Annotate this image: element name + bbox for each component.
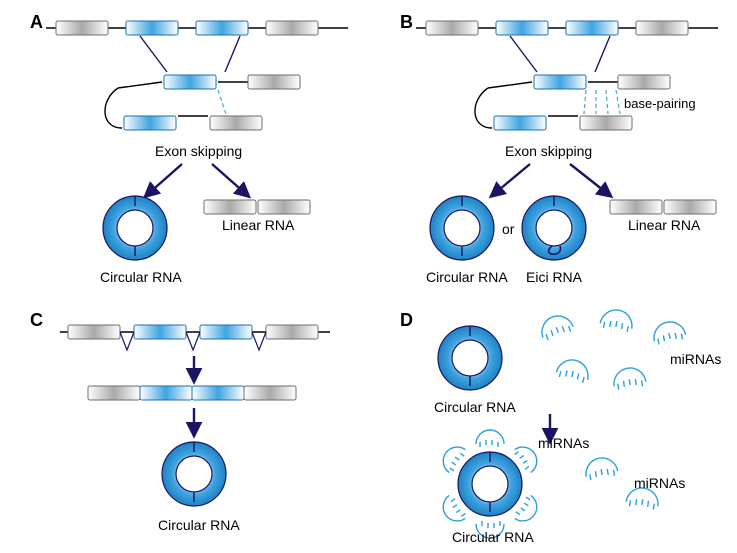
- panel-a-gene: [46, 21, 348, 35]
- panel-c-gene: [60, 325, 330, 350]
- panel-d: D Circular RNA miRNAs: [400, 307, 721, 545]
- label-mirnas-2: miRNAs: [538, 435, 589, 451]
- panel-label-c: C: [30, 310, 43, 330]
- exon-box: [200, 325, 252, 339]
- label-circrna-c: Circular RNA: [158, 517, 240, 533]
- exon-box: [134, 325, 186, 339]
- exon-box: [610, 200, 662, 214]
- panel-b-eicirna: [522, 196, 586, 260]
- panel-a-lariat: [105, 75, 300, 130]
- arrow: [570, 164, 608, 194]
- panel-b-circrna: [430, 196, 494, 260]
- exon-box: [244, 386, 296, 400]
- label-exon-skipping-b: Exon skipping: [505, 143, 592, 159]
- guide-line: [225, 36, 240, 72]
- exon-box: [534, 75, 586, 89]
- panel-a-circrna: [103, 196, 167, 260]
- label-base-pairing: base-pairing: [624, 96, 696, 111]
- exon-box: [204, 200, 256, 214]
- exon-box: [140, 386, 192, 400]
- exon-box: [266, 21, 318, 35]
- panel-c: C Circular RNA: [30, 310, 330, 533]
- label-circrna-d: Circular RNA: [434, 399, 516, 415]
- panel-label-b: B: [400, 12, 413, 32]
- exon-box: [248, 75, 300, 89]
- guide-line: [140, 36, 167, 72]
- guide-line: [510, 36, 537, 72]
- exon-box: [494, 116, 546, 130]
- exon-box: [126, 21, 178, 35]
- exon-box: [210, 116, 262, 130]
- exon-box: [258, 200, 310, 214]
- label-linear-a: Linear RNA: [222, 217, 295, 233]
- exon-box: [192, 386, 244, 400]
- figure-root: A Exon skipping: [0, 0, 737, 553]
- label-mirnas-3: miRNAs: [634, 475, 685, 491]
- label-circrna-a: Circular RNA: [100, 269, 182, 285]
- exon-box: [56, 21, 108, 35]
- exon-box: [68, 325, 120, 339]
- arrow: [212, 164, 246, 194]
- label-mirnas-1: miRNAs: [670, 351, 721, 367]
- panel-label-d: D: [400, 310, 413, 330]
- exon-box: [580, 116, 632, 130]
- exon-box: [618, 75, 670, 89]
- exon-box: [426, 21, 478, 35]
- exon-box: [664, 200, 716, 214]
- label-or: or: [502, 221, 515, 237]
- exon-box: [266, 325, 318, 339]
- panel-d-circrna-top: [438, 326, 502, 390]
- panel-a: A Exon skipping: [30, 12, 348, 285]
- panel-b: B base-pairing Exon skipping: [400, 12, 718, 285]
- panel-a-linear: [204, 200, 310, 214]
- dash-line: [218, 90, 226, 114]
- panel-d-circrna-bound: [438, 430, 543, 538]
- panel-b-gene: [416, 21, 718, 35]
- exon-box: [496, 21, 548, 35]
- exon-box: [636, 21, 688, 35]
- exon-box: [124, 116, 176, 130]
- arrow: [494, 164, 530, 194]
- label-eici: Eici RNA: [526, 269, 583, 285]
- panel-b-linear: [610, 200, 716, 214]
- label-circrna-d2: Circular RNA: [452, 529, 534, 545]
- panel-c-mrna: [88, 386, 296, 400]
- exon-box: [88, 386, 140, 400]
- exon-box: [196, 21, 248, 35]
- label-linear-b: Linear RNA: [628, 217, 701, 233]
- arrow: [148, 164, 182, 194]
- mirna-group-top: [537, 307, 686, 390]
- panel-c-circrna: [162, 442, 226, 506]
- label-circrna-b: Circular RNA: [426, 269, 508, 285]
- exon-box: [566, 21, 618, 35]
- exon-box: [164, 75, 216, 89]
- panel-label-a: A: [30, 12, 43, 32]
- label-exon-skipping-a: Exon skipping: [155, 143, 242, 159]
- guide-line: [595, 36, 610, 72]
